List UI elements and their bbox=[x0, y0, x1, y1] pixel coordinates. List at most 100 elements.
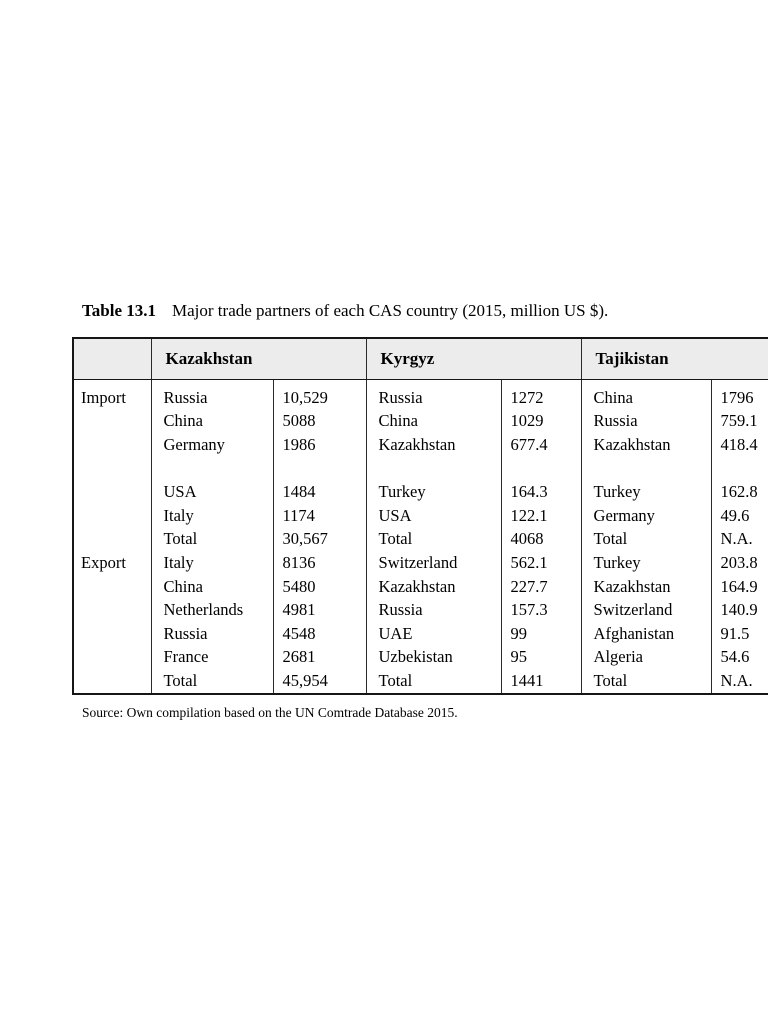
partner-name-cell bbox=[365, 456, 502, 481]
flow-label-cell bbox=[73, 646, 151, 670]
corner-cell bbox=[73, 338, 151, 380]
table-caption-label: Table 13.1 bbox=[82, 301, 157, 320]
flow-label-cell bbox=[73, 528, 151, 552]
trade-value-cell: 10,529 bbox=[272, 379, 367, 410]
table-row: Italy 1174 USA 122.1 Germany 49.6 bbox=[73, 503, 768, 528]
partner-name-cell: France bbox=[150, 645, 273, 670]
trade-value-cell: 203.8 bbox=[710, 551, 768, 575]
table-row: China 5088 China 1029 Russia 759.1 bbox=[73, 409, 768, 434]
trade-value-cell: 164.9 bbox=[710, 574, 768, 599]
flow-label-cell bbox=[73, 433, 151, 457]
partner-name-cell: Switzerland bbox=[365, 551, 502, 575]
trade-value-cell: 122.1 bbox=[500, 503, 582, 528]
table-caption: Table 13.1 Major trade partners of each C… bbox=[82, 301, 608, 321]
partner-name-cell bbox=[580, 456, 712, 481]
source-note: Source: Own compilation based on the UN … bbox=[82, 705, 458, 720]
partner-name-cell: Germany bbox=[150, 433, 273, 457]
partner-name-cell: Kazakhstan bbox=[580, 433, 712, 457]
partner-name-cell: Turkey bbox=[365, 480, 502, 504]
table-row: Import Russia 10,529 Russia 1272 China 1796 bbox=[73, 379, 768, 410]
trade-value-cell: 164.3 bbox=[500, 480, 582, 504]
trade-value-cell: 4548 bbox=[272, 621, 367, 646]
partner-name-cell: Russia bbox=[365, 598, 502, 622]
trade-value-cell: 1986 bbox=[272, 433, 367, 457]
trade-table-wrapper: Kazakhstan Kyrgyz Tajikistan Import Russi… bbox=[72, 337, 768, 695]
partner-name-cell: Total bbox=[365, 669, 502, 694]
partner-name-cell: China bbox=[365, 409, 502, 434]
trade-value-cell: 162.8 bbox=[710, 480, 768, 504]
partner-name-cell: Uzbekistan bbox=[365, 645, 502, 670]
flow-label-cell bbox=[73, 480, 151, 504]
partner-name-cell: Switzerland bbox=[580, 598, 712, 622]
partner-name-cell: Kazakhstan bbox=[365, 574, 502, 599]
trade-value-cell: 91.5 bbox=[710, 621, 768, 646]
trade-value-cell: 5480 bbox=[272, 574, 367, 599]
trade-value-cell: 677.4 bbox=[500, 433, 582, 457]
trade-value-cell: 2681 bbox=[272, 645, 367, 670]
table-caption-text: Major trade partners of each CAS country… bbox=[172, 301, 609, 320]
trade-value-cell: 30,567 bbox=[272, 527, 367, 552]
table-row: France 2681 Uzbekistan 95 Algeria 54.6 bbox=[73, 645, 768, 670]
trade-value-cell: N.A. bbox=[710, 669, 768, 694]
trade-value-cell bbox=[272, 456, 367, 481]
table-row: Total 45,954 Total 1441 Total N.A. bbox=[73, 669, 768, 694]
column-header-kazakhstan: Kazakhstan bbox=[150, 338, 367, 380]
table-row: Russia 4548 UAE 99 Afghanistan 91.5 bbox=[73, 621, 768, 646]
flow-label-cell bbox=[73, 457, 151, 481]
partner-name-cell: Russia bbox=[150, 379, 273, 410]
trade-value-cell: 140.9 bbox=[710, 598, 768, 622]
trade-value-cell bbox=[500, 456, 582, 481]
partner-name-cell: USA bbox=[150, 480, 273, 504]
trade-value-cell: 1272 bbox=[500, 379, 582, 410]
partner-name-cell bbox=[150, 456, 273, 481]
partner-name-cell: Total bbox=[365, 527, 502, 552]
partner-name-cell: Total bbox=[150, 527, 273, 552]
trade-value-cell bbox=[710, 456, 768, 481]
partner-name-cell: Algeria bbox=[580, 645, 712, 670]
partner-name-cell: China bbox=[580, 379, 712, 410]
trade-value-cell: 54.6 bbox=[710, 645, 768, 670]
table-row: Total 30,567 Total 4068 Total N.A. bbox=[73, 527, 768, 552]
trade-value-cell: 5088 bbox=[272, 409, 367, 434]
trade-value-cell: 95 bbox=[500, 645, 582, 670]
trade-value-cell: 418.4 bbox=[710, 433, 768, 457]
partner-name-cell: Afghanistan bbox=[580, 621, 712, 646]
trade-value-cell: N.A. bbox=[710, 527, 768, 552]
partner-name-cell: Total bbox=[150, 669, 273, 694]
flow-label-cell bbox=[73, 669, 151, 694]
partner-name-cell: Total bbox=[580, 669, 712, 694]
table-row: China 5480 Kazakhstan 227.7 Kazakhstan 164.9 bbox=[73, 574, 768, 599]
trade-value-cell: 45,954 bbox=[272, 669, 367, 694]
flow-label-cell: Export bbox=[81, 552, 126, 572]
partner-name-cell: Germany bbox=[580, 503, 712, 528]
table-row: Export Italy 8136 Switzerland 562.1 Turkey 203… bbox=[73, 551, 768, 575]
partner-name-cell: Russia bbox=[150, 621, 273, 646]
flow-label-cell bbox=[73, 575, 151, 599]
table-row: USA 1484 Turkey 164.3 Turkey 162.8 bbox=[73, 480, 768, 504]
trade-value-cell: 562.1 bbox=[500, 551, 582, 575]
table-row bbox=[73, 456, 768, 481]
partner-name-cell: Kazakhstan bbox=[580, 574, 712, 599]
flow-label-cell: Import bbox=[81, 387, 126, 407]
flow-label-cell bbox=[73, 622, 151, 646]
partner-name-cell: Italy bbox=[150, 551, 273, 575]
trade-value-cell: 4068 bbox=[500, 527, 582, 552]
trade-value-cell: 227.7 bbox=[500, 574, 582, 599]
partner-name-cell: Turkey bbox=[580, 551, 712, 575]
trade-value-cell: 4981 bbox=[272, 598, 367, 622]
partner-name-cell: China bbox=[150, 409, 273, 434]
table-row: Netherlands 4981 Russia 157.3 Switzerland 140… bbox=[73, 598, 768, 622]
trade-value-cell: 1796 bbox=[710, 379, 768, 410]
trade-value-cell: 49.6 bbox=[710, 503, 768, 528]
partner-name-cell: Kazakhstan bbox=[365, 433, 502, 457]
flow-label-cell bbox=[73, 504, 151, 528]
trade-value-cell: 99 bbox=[500, 621, 582, 646]
partner-name-cell: Turkey bbox=[580, 480, 712, 504]
trade-value-cell: 1441 bbox=[500, 669, 582, 694]
flow-label-cell bbox=[73, 598, 151, 622]
table-header-row: Kazakhstan Kyrgyz Tajikistan bbox=[73, 338, 768, 380]
flow-label-cell bbox=[73, 410, 151, 434]
partner-name-cell: Total bbox=[580, 527, 712, 552]
trade-value-cell: 1174 bbox=[272, 503, 367, 528]
